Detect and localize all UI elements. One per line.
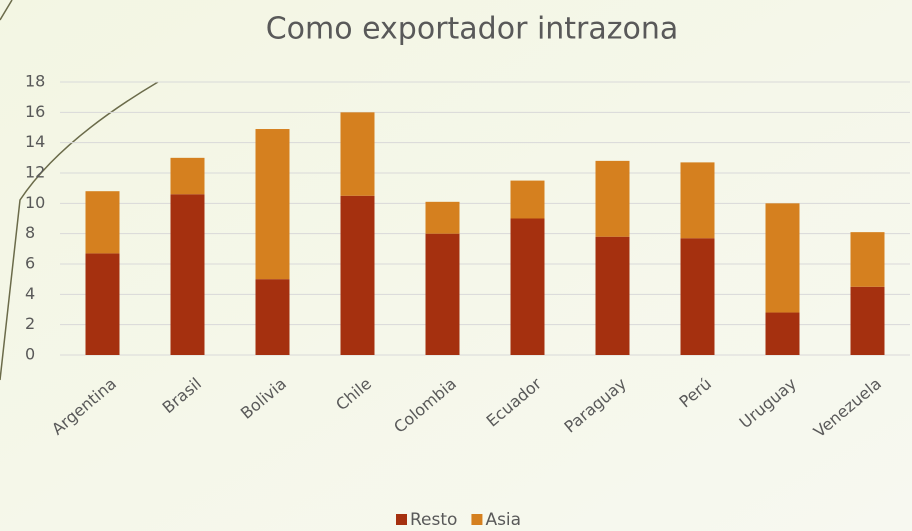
- bar-segment: [85, 191, 120, 254]
- legend-label: Resto: [410, 510, 457, 530]
- bar-segment: [510, 180, 545, 219]
- bar-segment: [680, 162, 715, 239]
- bar-segment: [340, 112, 375, 196]
- bar-segment: [170, 194, 205, 355]
- chart-title: Como exportador intrazona: [266, 12, 679, 47]
- y-tick-label: 0: [25, 345, 35, 364]
- bar-segment: [425, 233, 460, 355]
- y-tick-label: 8: [25, 223, 35, 242]
- bar-segment: [595, 236, 630, 355]
- bar-segment: [510, 218, 545, 355]
- y-tick-label: 4: [25, 284, 35, 303]
- y-tick-label: 14: [25, 132, 45, 151]
- y-tick-label: 10: [25, 193, 45, 212]
- bar-segment: [255, 279, 290, 355]
- decoration: [0, 0, 13, 21]
- y-tick-label: 12: [25, 163, 45, 182]
- bar-segment: [340, 195, 375, 355]
- bar-segment: [680, 238, 715, 355]
- bar-segment: [595, 160, 630, 237]
- bar-segment: [425, 201, 460, 234]
- legend-swatch: [396, 514, 407, 525]
- y-tick-label: 2: [25, 314, 35, 333]
- bar-segment: [170, 157, 205, 195]
- bar-segment: [765, 312, 800, 355]
- decoration: [0, 81, 159, 381]
- y-tick-label: 18: [25, 72, 45, 91]
- bar-segment: [85, 253, 120, 355]
- bar-segment: [850, 286, 885, 355]
- bar-segment: [765, 203, 800, 313]
- y-tick-label: 6: [25, 254, 35, 273]
- legend-label: Asia: [485, 510, 521, 530]
- bar-segment: [255, 129, 290, 280]
- y-tick-label: 16: [25, 102, 45, 121]
- bar-segment: [850, 232, 885, 287]
- legend-swatch: [471, 514, 483, 525]
